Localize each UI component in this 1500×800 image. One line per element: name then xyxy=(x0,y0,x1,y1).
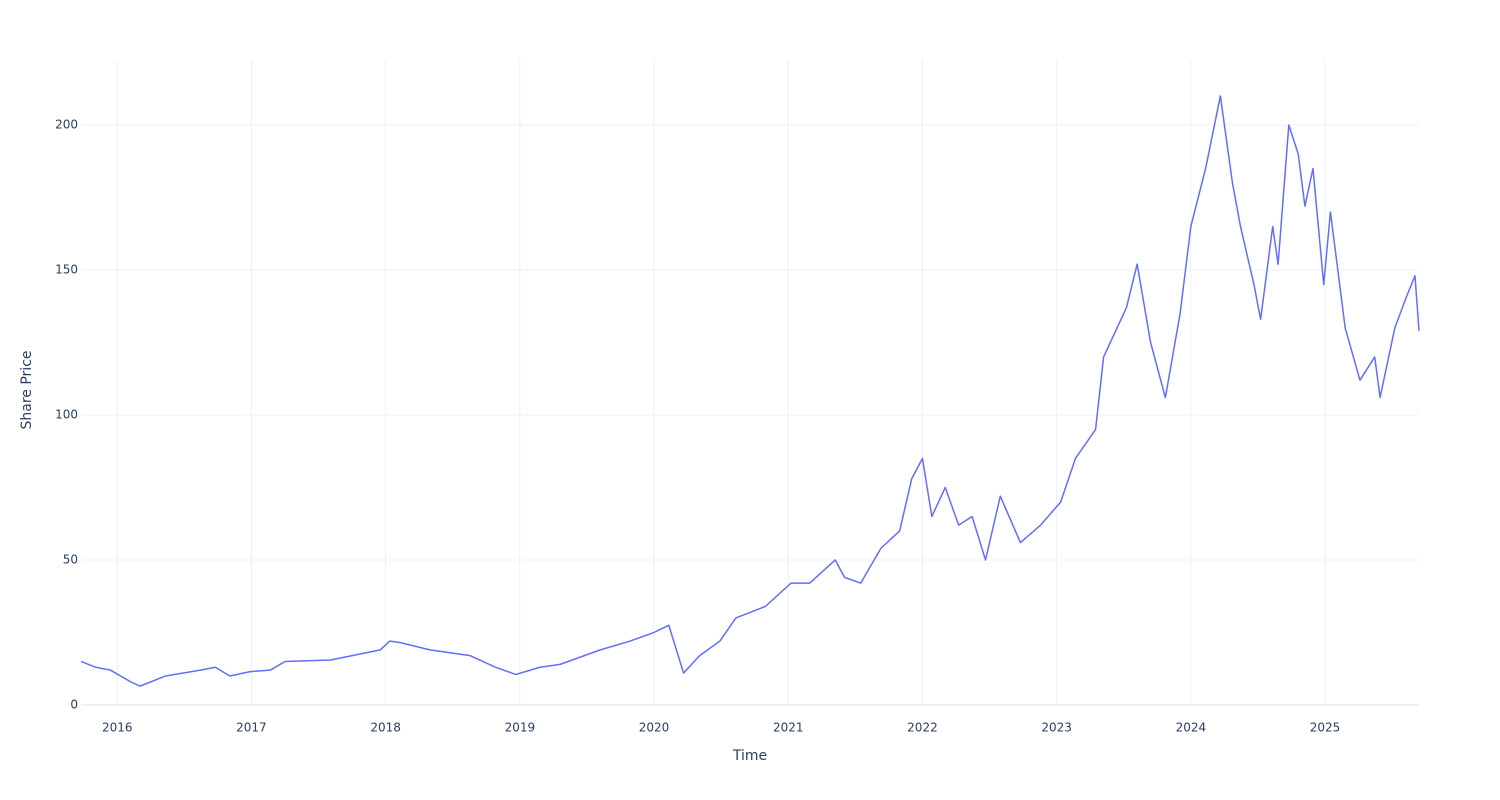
x-tick-label: 2019 xyxy=(505,721,536,735)
y-tick-label: 50 xyxy=(63,552,78,566)
x-tick-label: 2017 xyxy=(236,721,267,735)
x-tick-label: 2024 xyxy=(1176,721,1207,735)
x-tick-label: 2018 xyxy=(370,721,401,735)
x-tick-label: 2016 xyxy=(102,721,133,735)
x-tick-label: 2021 xyxy=(773,721,804,735)
x-tick-label: 2023 xyxy=(1041,721,1072,735)
x-tick-label: 2025 xyxy=(1310,721,1341,735)
y-tick-label: 200 xyxy=(55,117,78,131)
x-tick-label: 2020 xyxy=(639,721,670,735)
y-tick-label: 100 xyxy=(55,407,78,421)
price-line xyxy=(80,95,1420,687)
y-tick-label: 150 xyxy=(55,262,78,276)
x-axis-title: Time xyxy=(732,748,767,764)
y-tick-label: 0 xyxy=(70,697,78,711)
y-axis-title: Share Price xyxy=(19,350,35,429)
x-tick-label: 2022 xyxy=(907,721,938,735)
